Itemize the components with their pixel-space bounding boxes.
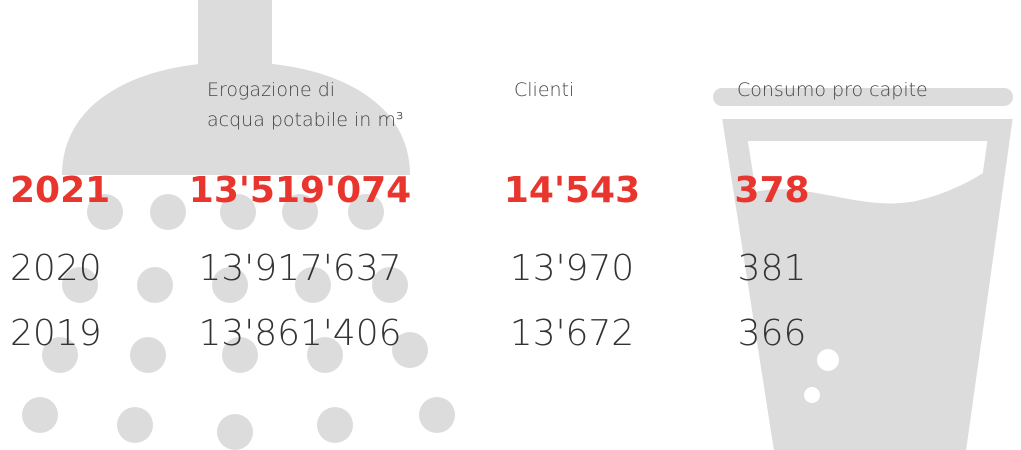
column-header: Erogazione di [207,79,336,101]
value: 13'917'637 [198,248,402,289]
value: 378 [734,170,810,211]
value: 14'543 [503,170,641,211]
value: 13'861'406 [198,313,402,354]
value: 13'519'074 [188,170,412,211]
year: 2021 [10,170,111,211]
value: 366 [737,313,807,354]
shower-head [62,62,410,175]
glass [713,88,1013,450]
value: 13'970 [509,248,635,289]
year: 2019 [10,313,102,354]
water-drops [22,194,455,450]
value: 381 [737,248,807,289]
shower-pipe [198,0,272,72]
column-header: acqua potabile in m³ [207,109,404,131]
column-header: Consumo pro capite [737,79,928,101]
column-header: Clienti [514,79,575,101]
value: 13'672 [509,313,635,354]
year: 2020 [10,248,102,289]
